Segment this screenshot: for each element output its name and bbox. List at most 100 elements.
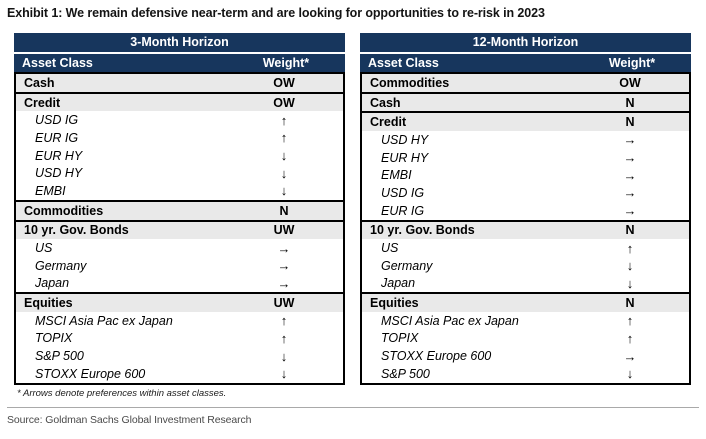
- sub-asset-row: USD IG ↑: [16, 111, 343, 130]
- preference-arrow-icon: →: [623, 185, 637, 201]
- sub-asset-row: S&P 500 ↓: [16, 347, 343, 365]
- asset-label: USD IG: [381, 185, 425, 200]
- asset-label: Germany: [35, 258, 87, 273]
- preference-arrow-icon: →: [277, 258, 291, 274]
- asset-class-row: Cash N: [362, 93, 689, 112]
- preference-arrow-icon: ↑: [626, 240, 634, 256]
- asset-label: US: [35, 241, 53, 256]
- preference-arrow-icon: ↓: [626, 275, 634, 291]
- asset-label: S&P 500: [381, 366, 430, 381]
- asset-class-row: Cash OW: [16, 74, 343, 92]
- preference-arrow-icon: ↓: [280, 148, 288, 164]
- asset-class-section: Equities N MSCI Asia Pac ex Japan ↑ TOPIX ↑ ST…: [362, 294, 689, 383]
- asset-class-row: Equities N: [362, 294, 689, 312]
- footnote: * Arrows denote preferences within asset…: [17, 387, 227, 399]
- sub-asset-row: STOXX Europe 600 ↓: [16, 365, 343, 383]
- preference-arrow-icon: ↓: [280, 366, 288, 382]
- preference-arrow-icon: ↑: [280, 130, 288, 146]
- weight-value: N: [279, 203, 289, 218]
- preference-arrow-icon: ↓: [626, 258, 634, 274]
- divider: [7, 407, 699, 408]
- preference-arrow-icon: →: [623, 167, 637, 183]
- sub-asset-row: EMBI ↓: [16, 182, 343, 200]
- asset-label: US: [381, 241, 399, 256]
- asset-class-row: Commodities OW: [362, 74, 689, 92]
- asset-label: EUR HY: [381, 150, 429, 165]
- asset-class-row: Credit OW: [16, 93, 343, 112]
- weight-column-header: Weight*: [262, 56, 310, 70]
- asset-class-section: Cash OW: [16, 74, 343, 94]
- sub-asset-row: Germany →: [16, 256, 343, 275]
- asset-label: USD HY: [35, 166, 83, 181]
- preference-arrow-icon: →: [277, 275, 291, 291]
- preference-arrow-icon: ↑: [626, 313, 634, 329]
- asset-label: Equities: [24, 296, 73, 311]
- asset-label: EUR IG: [35, 130, 79, 145]
- asset-label: Equities: [370, 296, 419, 311]
- asset-label: Credit: [24, 95, 61, 110]
- table-body: Cash OW Credit OW USD IG ↑ EUR IG ↑ EUR HY ↓ USD H…: [14, 72, 345, 385]
- sub-asset-row: Japan ↓: [362, 274, 689, 293]
- sub-asset-row: USD HY →: [362, 131, 689, 149]
- column-header-row: Asset Class Weight*: [360, 54, 691, 72]
- asset-label: Germany: [381, 258, 433, 273]
- asset-class-section: Credit N USD HY → EUR HY → EMBI → USD IG → EUR IG →: [362, 113, 689, 222]
- preference-arrow-icon: ↑: [280, 330, 288, 346]
- asset-label: Commodities: [370, 75, 450, 90]
- asset-class-row: Equities UW: [16, 294, 343, 312]
- asset-class-row: Commodities N: [16, 201, 343, 220]
- preference-arrow-icon: →: [623, 203, 637, 219]
- asset-label: Credit: [370, 115, 407, 130]
- asset-class-section: Commodities OW: [362, 74, 689, 94]
- preference-arrow-icon: ↑: [626, 330, 634, 346]
- preference-arrow-icon: ↑: [280, 112, 288, 128]
- sub-asset-row: EUR IG →: [362, 201, 689, 220]
- sub-asset-row: US ↑: [362, 239, 689, 257]
- sub-asset-row: EUR HY ↓: [16, 146, 343, 165]
- preference-arrow-icon: →: [623, 348, 637, 364]
- tables-row: 3-Month Horizon Asset Class Weight* Cash…: [14, 33, 691, 399]
- asset-class-column-header: Asset Class: [368, 56, 439, 70]
- weight-value: UW: [273, 223, 295, 238]
- asset-class-section: 10 yr. Gov. Bonds N US ↑ Germany ↓ Japan ↓: [362, 221, 689, 295]
- asset-label: USD HY: [381, 132, 429, 147]
- asset-label: EMBI: [381, 168, 412, 183]
- weight-value: OW: [619, 75, 641, 90]
- weight-value: N: [625, 223, 635, 238]
- asset-class-section: 10 yr. Gov. Bonds UW US → Germany → Japan →: [16, 221, 343, 295]
- three-month-table: 3-Month Horizon Asset Class Weight* Cash…: [14, 33, 345, 399]
- asset-label: Japan: [35, 276, 70, 291]
- sub-asset-row: TOPIX ↑: [16, 329, 343, 348]
- sub-asset-row: MSCI Asia Pac ex Japan ↑: [362, 311, 689, 330]
- asset-label: STOXX Europe 600: [381, 349, 492, 364]
- exhibit-title: Exhibit 1: We remain defensive near-term…: [7, 6, 545, 20]
- sub-asset-row: EUR HY →: [362, 148, 689, 167]
- preference-arrow-icon: ↓: [280, 165, 288, 181]
- asset-class-row: Credit N: [362, 113, 689, 132]
- asset-label: EUR IG: [381, 203, 425, 218]
- asset-label: 10 yr. Gov. Bonds: [370, 223, 475, 238]
- asset-class-section: Credit OW USD IG ↑ EUR IG ↑ EUR HY ↓ USD HY ↓ EMBI…: [16, 93, 343, 202]
- sub-asset-row: US →: [16, 239, 343, 257]
- weight-column-header: Weight*: [608, 56, 656, 70]
- preference-arrow-icon: ↓: [280, 348, 288, 364]
- sub-asset-row: Germany ↓: [362, 256, 689, 275]
- sub-asset-row: Japan →: [16, 274, 343, 293]
- sub-asset-row: EUR IG ↑: [16, 129, 343, 147]
- asset-label: MSCI Asia Pac ex Japan: [35, 313, 173, 328]
- asset-label: TOPIX: [381, 331, 419, 346]
- preference-arrow-icon: →: [623, 150, 637, 166]
- asset-class-column-header: Asset Class: [22, 56, 93, 70]
- weight-value: OW: [273, 95, 295, 110]
- sub-asset-row: MSCI Asia Pac ex Japan ↑: [16, 311, 343, 330]
- sub-asset-row: TOPIX ↑: [362, 329, 689, 348]
- asset-label: Cash: [370, 95, 401, 110]
- asset-label: Cash: [24, 75, 55, 90]
- table-title-bar: 3-Month Horizon: [14, 33, 345, 52]
- preference-arrow-icon: ↑: [280, 313, 288, 329]
- sub-asset-row: S&P 500 ↓: [362, 365, 689, 383]
- asset-label: EUR HY: [35, 148, 83, 163]
- asset-label: USD IG: [35, 113, 79, 128]
- source-line: Source: Goldman Sachs Global Investment …: [7, 414, 252, 426]
- table-title-bar: 12-Month Horizon: [360, 33, 691, 52]
